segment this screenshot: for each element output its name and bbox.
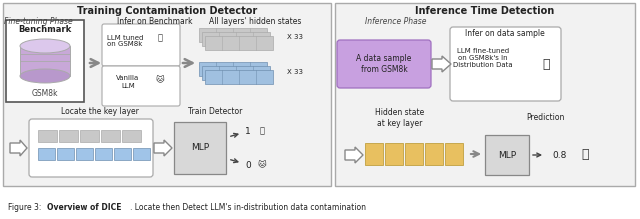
Bar xyxy=(38,130,57,142)
Text: . Locate then Detect LLM's in-distribution data contamination: . Locate then Detect LLM's in-distributi… xyxy=(130,203,366,212)
Bar xyxy=(205,70,273,84)
Text: 🐱: 🐱 xyxy=(258,161,266,170)
Bar xyxy=(38,148,55,160)
Text: Vanilla
LLM: Vanilla LLM xyxy=(116,76,140,88)
Text: A data sample
from GSM8k: A data sample from GSM8k xyxy=(356,54,412,74)
Bar xyxy=(114,148,131,160)
Text: 🐱: 🐱 xyxy=(156,76,164,85)
Bar xyxy=(335,3,635,186)
Bar xyxy=(202,32,270,46)
Text: MLP: MLP xyxy=(498,150,516,159)
Text: LLM tuned
on GSM8k: LLM tuned on GSM8k xyxy=(107,35,143,48)
Ellipse shape xyxy=(20,69,70,83)
Text: GSM8k: GSM8k xyxy=(32,90,58,99)
Bar xyxy=(6,20,84,102)
Text: 🕶: 🕶 xyxy=(157,34,163,42)
Bar xyxy=(101,130,120,142)
Polygon shape xyxy=(432,56,451,72)
Text: X 33: X 33 xyxy=(287,69,303,75)
Bar xyxy=(80,130,99,142)
Text: Prediction: Prediction xyxy=(526,113,564,122)
Bar xyxy=(445,143,463,165)
Polygon shape xyxy=(345,147,363,163)
Text: Fine-tuning Phase: Fine-tuning Phase xyxy=(4,18,72,26)
Bar xyxy=(20,46,70,76)
Text: 1: 1 xyxy=(245,127,251,136)
Bar xyxy=(122,130,141,142)
Bar xyxy=(205,36,273,50)
Text: Train Detector: Train Detector xyxy=(188,108,242,117)
Bar xyxy=(199,28,267,42)
Text: Inference Phase: Inference Phase xyxy=(365,18,426,26)
Bar xyxy=(485,135,529,175)
FancyBboxPatch shape xyxy=(450,27,561,101)
Bar xyxy=(95,148,112,160)
FancyBboxPatch shape xyxy=(102,24,180,66)
Polygon shape xyxy=(154,140,172,156)
Bar xyxy=(133,148,150,160)
Text: 🐻: 🐻 xyxy=(581,148,589,161)
Text: X 33: X 33 xyxy=(287,34,303,40)
Bar xyxy=(405,143,423,165)
Text: Locate the key layer: Locate the key layer xyxy=(61,108,139,117)
Text: LLM fine-tuned
on GSM8k's In
Distribution Data: LLM fine-tuned on GSM8k's In Distributio… xyxy=(453,48,513,68)
Bar xyxy=(202,66,270,80)
Text: 0: 0 xyxy=(245,161,251,170)
Text: All layers' hidden states: All layers' hidden states xyxy=(209,18,301,26)
Bar xyxy=(3,3,331,186)
Text: Benchmark: Benchmark xyxy=(19,25,72,34)
Text: 0.8: 0.8 xyxy=(552,150,566,159)
Polygon shape xyxy=(10,140,27,156)
Bar xyxy=(174,122,226,174)
Text: Hidden state
at key layer: Hidden state at key layer xyxy=(376,108,424,128)
Text: Overview of DICE: Overview of DICE xyxy=(47,203,122,212)
Bar xyxy=(59,130,78,142)
FancyBboxPatch shape xyxy=(102,66,180,106)
Text: Figure 3:: Figure 3: xyxy=(8,203,44,212)
Bar xyxy=(57,148,74,160)
Text: 🕶: 🕶 xyxy=(259,127,264,136)
Text: MLP: MLP xyxy=(191,143,209,152)
Text: Infer on Benchmark: Infer on Benchmark xyxy=(117,18,193,26)
Ellipse shape xyxy=(20,39,70,53)
Bar xyxy=(425,143,443,165)
FancyBboxPatch shape xyxy=(29,119,153,177)
Text: Training Contamination Detector: Training Contamination Detector xyxy=(77,6,257,16)
Bar xyxy=(385,143,403,165)
FancyBboxPatch shape xyxy=(337,40,431,88)
Text: Inference Time Detection: Inference Time Detection xyxy=(415,6,555,16)
Text: 🐻: 🐻 xyxy=(542,58,550,71)
Bar xyxy=(199,62,267,76)
Text: Infer on data sample: Infer on data sample xyxy=(465,28,545,37)
Bar xyxy=(365,143,383,165)
Bar xyxy=(76,148,93,160)
